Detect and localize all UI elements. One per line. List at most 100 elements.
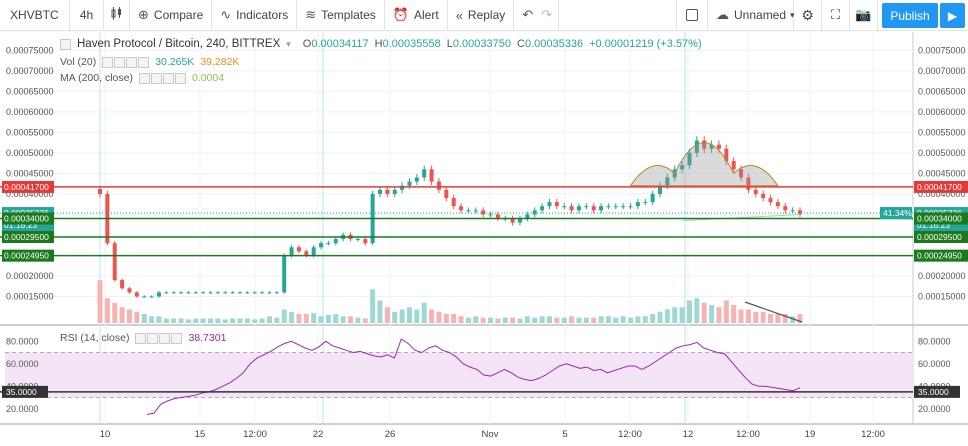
head-shoulders-pattern xyxy=(629,142,779,187)
candle-body xyxy=(201,292,206,294)
layout-name: Unnamed xyxy=(734,8,787,22)
volume-bar xyxy=(156,316,162,323)
candle-body xyxy=(333,239,338,244)
candle-body xyxy=(650,193,655,203)
plus-circle-icon: ⊕ xyxy=(138,7,149,22)
volume-bar xyxy=(672,307,678,323)
volume-bar xyxy=(200,318,206,323)
volume-bar xyxy=(340,316,346,323)
candle-body xyxy=(289,247,294,256)
candle-body xyxy=(444,189,449,199)
candle-body xyxy=(576,206,581,211)
top-toolbar: XHVBTC 4h ⊕ Compare ∿ Indicators ≋ Templ… xyxy=(0,0,968,31)
volume-bar xyxy=(605,316,611,323)
interval-button[interactable]: 4h xyxy=(70,0,104,31)
candle-body xyxy=(208,292,213,294)
candle-body xyxy=(407,181,412,186)
candle-body xyxy=(628,206,633,208)
candle-body xyxy=(510,218,515,223)
low-label: L xyxy=(446,38,453,50)
volume-bar xyxy=(679,307,685,323)
candle-body xyxy=(562,206,567,208)
candle-body xyxy=(436,181,441,190)
symbol-search-button[interactable]: XHVBTC xyxy=(0,0,70,31)
candle-body xyxy=(635,202,640,207)
volume-bar xyxy=(628,317,634,323)
candle-body xyxy=(238,292,242,294)
undo-button[interactable]: ↶ xyxy=(514,0,537,31)
chart-canvas[interactable]: 0.00075000 0.00075000 0.00070000 0.00070000… xyxy=(0,32,968,441)
volume-bar xyxy=(318,316,324,323)
time-label: 12 xyxy=(683,429,694,440)
volume-bar xyxy=(488,317,494,323)
price-marker-right-label: 0.00024950 xyxy=(917,251,962,261)
volume-bar xyxy=(325,314,331,323)
replay-button[interactable]: « Replay xyxy=(448,0,515,31)
volume-bar xyxy=(745,309,751,323)
volume-bar xyxy=(731,305,737,323)
volume-study-buttons[interactable] xyxy=(102,56,150,68)
legend-collapse-icon[interactable] xyxy=(60,38,71,50)
fullscreen-button[interactable]: ⛶ xyxy=(822,0,850,31)
candle-body xyxy=(223,292,228,294)
publish-menu-button[interactable]: ▶ xyxy=(940,3,965,28)
volume-bar xyxy=(104,298,110,323)
volume-bar xyxy=(620,316,626,323)
candle-body xyxy=(481,210,486,215)
rsi-marker-right xyxy=(914,385,960,398)
candle-body xyxy=(363,239,368,244)
chart-area[interactable]: 0.00075000 0.00075000 0.00070000 0.00070000… xyxy=(0,32,968,441)
rsi-label: RSI (14, close) xyxy=(60,332,130,344)
rsi-tick-right: 80.0000 xyxy=(918,336,951,346)
price-tick-left: 0.00055000 xyxy=(6,127,54,137)
price-tick-left: 0.00040000 xyxy=(6,189,54,199)
candle-body xyxy=(179,292,184,294)
candle-body xyxy=(709,144,714,149)
price-marker-left-label: 0.00041700 xyxy=(4,182,49,192)
volume-bar xyxy=(510,317,516,323)
volume-bar xyxy=(495,318,501,323)
candle-body xyxy=(385,189,390,194)
volume-bar xyxy=(738,309,744,323)
templates-button[interactable]: ≋ Templates xyxy=(297,0,385,31)
indicators-button[interactable]: ∿ Indicators xyxy=(212,0,298,31)
price-marker-left xyxy=(2,249,54,262)
volume-trendline xyxy=(744,301,803,323)
candle-body xyxy=(687,152,692,166)
snapshot-button[interactable]: 📷 xyxy=(850,0,878,31)
chart-style-button[interactable] xyxy=(104,0,130,31)
candle-body xyxy=(525,214,530,219)
open-label: O xyxy=(302,38,312,50)
settings-button[interactable]: ⚙ xyxy=(794,0,822,31)
volume-bar xyxy=(664,309,670,323)
price-marker-left xyxy=(2,212,54,225)
publish-button[interactable]: Publish xyxy=(882,3,938,28)
close-label: C xyxy=(517,38,525,50)
interval-label: 4h xyxy=(79,8,94,22)
volume-bar xyxy=(178,318,184,323)
rsi-study-buttons[interactable] xyxy=(135,332,183,344)
candle-body xyxy=(621,206,626,208)
volume-bar xyxy=(709,305,715,323)
price-marker-right-label: 0.00041700 xyxy=(917,182,962,192)
price-tick-left: 0.00075000 xyxy=(6,45,54,55)
candle-body xyxy=(775,202,780,207)
candle-body xyxy=(761,193,766,199)
redo-button[interactable]: ↷ xyxy=(537,0,560,31)
candle-body xyxy=(215,292,220,294)
candle-body xyxy=(591,206,596,211)
volume-bar xyxy=(244,318,250,323)
legend-dropdown-icon[interactable]: ▾ xyxy=(286,38,291,49)
ma-study-buttons[interactable] xyxy=(138,72,186,84)
camera-icon: 📷 xyxy=(855,7,872,22)
volume-bar xyxy=(222,319,228,323)
alert-button[interactable]: ⏰ Alert xyxy=(385,0,448,31)
candle-body xyxy=(716,144,721,149)
volume-bar xyxy=(163,318,169,323)
volume-bar xyxy=(370,289,376,323)
fullscreen-toggle-button[interactable] xyxy=(676,0,708,31)
compare-button[interactable]: ⊕ Compare xyxy=(130,0,213,31)
volume-bar xyxy=(451,314,457,323)
price-tick-right: 0.00045000 xyxy=(918,168,966,178)
layout-button[interactable]: ☁ Unnamed ▾ xyxy=(708,0,795,31)
